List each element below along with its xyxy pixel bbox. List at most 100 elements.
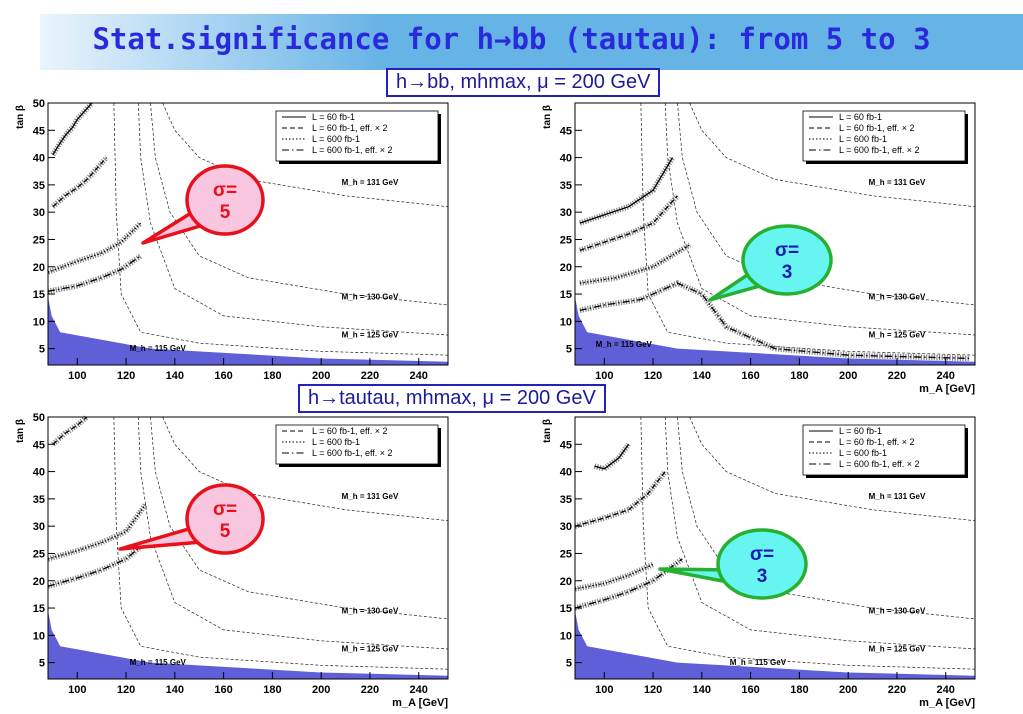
x-axis-label: m_A [GeV] [919, 697, 975, 709]
y-tick-label: 5 [39, 344, 45, 356]
y-tick-label: 30 [560, 207, 572, 219]
mh-contour [677, 416, 976, 620]
mh-contour [664, 416, 976, 650]
contour-line [594, 443, 630, 470]
x-tick-label: 180 [790, 370, 808, 382]
legend-entry: L = 600 fb-1 [839, 448, 887, 458]
y-tick-label: 40 [33, 467, 45, 479]
contour-band [574, 469, 668, 529]
mh-label: M_h = 115 GeV [730, 658, 787, 667]
legend [802, 424, 966, 476]
mh-label: M_h = 115 GeV [596, 340, 653, 349]
legend-entry: L = 600 fb-1, eff. × 2 [312, 145, 393, 155]
legend-entry: L = 600 fb-1, eff. × 2 [839, 459, 920, 469]
y-tick-label: 45 [560, 125, 572, 137]
x-tick-label: 160 [741, 370, 759, 382]
y-tick-label: 25 [33, 548, 45, 560]
contour-line [579, 244, 690, 284]
contour-band [50, 101, 94, 157]
contour-line [52, 157, 108, 208]
x-tick-label: 100 [595, 684, 613, 696]
contour-line [579, 195, 678, 251]
contour-band [51, 414, 89, 447]
y-tick-label: 30 [33, 207, 45, 219]
contour-line [47, 542, 146, 587]
contour-band [47, 253, 143, 295]
mh-contour [150, 102, 449, 306]
slide-title: Stat.significance for h→bb (tautau): fro… [92, 22, 931, 56]
y-tick-label: 10 [560, 630, 572, 642]
y-tick-label: 30 [560, 521, 572, 533]
x-tick-label: 240 [937, 370, 955, 382]
contour-line [574, 563, 654, 590]
y-tick-label: 40 [560, 153, 572, 165]
x-tick-label: 220 [361, 684, 379, 696]
x-tick-label: 240 [410, 684, 428, 696]
callout-text: σ= 3 [750, 544, 774, 587]
y-tick-label: 35 [33, 494, 45, 506]
contour-band [593, 442, 631, 472]
x-tick-label: 100 [595, 370, 613, 382]
legend-entry: L = 60 fb-1, eff. × 2 [839, 123, 915, 133]
y-tick-label: 15 [33, 603, 45, 615]
y-tick-label: 10 [33, 316, 45, 328]
contour-line [52, 102, 93, 156]
chart-tautau-right: 100 120 140 160 180 200 220 240 5 10 15 20 25 30 35 40 4… [542, 416, 976, 709]
x-tick-label: 120 [644, 684, 662, 696]
label-hbb: h→bb, mhmax, μ = 200 GeV [386, 68, 661, 97]
legend-entry: L = 60 fb-1, eff. × 2 [839, 437, 915, 447]
callout-joint [758, 264, 776, 284]
y-tick-label: 5 [39, 658, 45, 670]
y-tick-label: 35 [560, 180, 572, 192]
excluded-region [48, 296, 448, 365]
x-axis-label: m_A [GeV] [919, 383, 975, 395]
y-tick-label: 25 [560, 234, 572, 246]
mh-contour [664, 102, 976, 336]
y-tick-label: 25 [560, 548, 572, 560]
y-tick-label: 10 [33, 630, 45, 642]
y-tick-label: 20 [560, 262, 572, 274]
y-tick-label: 40 [33, 153, 45, 165]
y-axis-label: tan β [542, 419, 553, 443]
y-tick-label: 45 [33, 125, 45, 137]
legend [802, 110, 966, 162]
legend-entry: L = 60 fb-1 [839, 112, 882, 122]
mh-contour [162, 102, 449, 208]
contour-line [579, 282, 971, 360]
y-tick-label: 15 [560, 289, 572, 301]
y-tick-label: 20 [560, 576, 572, 588]
mh-contour [640, 416, 976, 670]
x-tick-label: 240 [410, 370, 428, 382]
x-tick-label: 220 [888, 684, 906, 696]
x-tick-label: 180 [790, 684, 808, 696]
contour-line [47, 222, 142, 273]
mh-contour [640, 102, 976, 356]
x-tick-label: 140 [166, 684, 184, 696]
plot-frame [574, 416, 976, 680]
chart-tautau-left: 100 120 140 160 180 200 220 240 5 10 15 20 25 30 35 40 4… [15, 412, 449, 709]
callout-bubble [741, 224, 833, 296]
x-tick-label: 140 [693, 370, 711, 382]
x-tick-label: 140 [166, 370, 184, 382]
callout-joint [200, 523, 216, 543]
x-tick-label: 200 [839, 684, 857, 696]
y-tick-label: 20 [33, 576, 45, 588]
legend [275, 110, 439, 162]
mh-contour [113, 102, 449, 356]
x-tick-label: 100 [68, 370, 86, 382]
mh-contour [689, 102, 976, 208]
mh-label: M_h = 131 GeV [869, 492, 926, 501]
contour-band [579, 280, 971, 362]
x-tick-label: 240 [937, 684, 955, 696]
y-tick-label: 15 [33, 289, 45, 301]
contour-line [52, 416, 88, 445]
plot-frame [47, 416, 449, 680]
label-htautau: h→tautau, mhmax, μ = 200 GeV [298, 384, 606, 413]
contour-line [574, 558, 683, 609]
mh-label: M_h = 130 GeV [869, 293, 926, 302]
x-tick-label: 120 [117, 370, 135, 382]
mh-label: M_h = 125 GeV [342, 645, 399, 654]
contour-line [47, 255, 142, 292]
callout-bubble [716, 528, 808, 600]
mh-contour [137, 102, 449, 336]
